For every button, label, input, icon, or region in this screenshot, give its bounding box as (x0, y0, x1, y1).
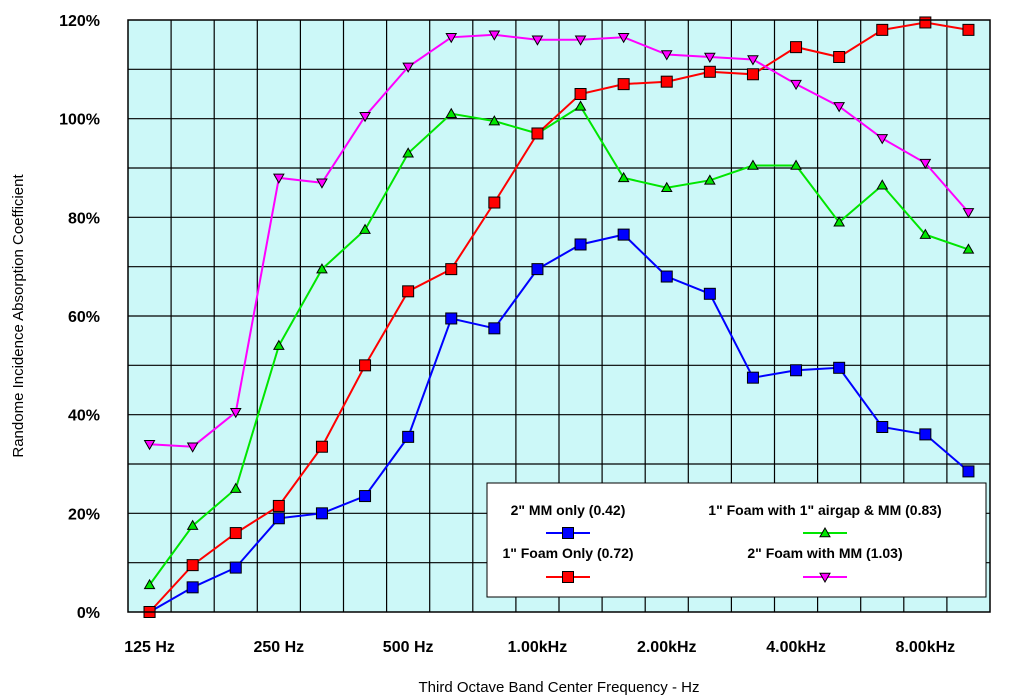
x-tick-label: 1.00kHz (508, 639, 568, 656)
data-point (704, 288, 715, 299)
data-point (532, 264, 543, 275)
y-tick-label: 40% (68, 408, 100, 425)
data-point (532, 128, 543, 139)
data-point (230, 562, 241, 573)
legend: 2" MM only (0.42) 1" Foam with 1" airgap … (487, 483, 986, 597)
data-point (963, 24, 974, 35)
data-point (489, 323, 500, 334)
data-point (575, 89, 586, 100)
legend-label: 1" Foam Only (0.72) (502, 545, 633, 561)
x-tick-label: 2.00kHz (637, 639, 697, 656)
y-tick-label: 20% (68, 506, 100, 523)
data-point (575, 239, 586, 250)
data-point (661, 76, 672, 87)
data-point (360, 491, 371, 502)
x-tick-label: 125 Hz (124, 639, 175, 656)
data-point (187, 560, 198, 571)
data-point (791, 365, 802, 376)
data-point (704, 66, 715, 77)
data-point (920, 429, 931, 440)
legend-label: 1" Foam with 1" airgap & MM (0.83) (708, 502, 941, 518)
data-point (360, 360, 371, 371)
data-point (403, 286, 414, 297)
y-tick-labels: 0% 20% 40% 60% 80% 100% 120% (59, 13, 100, 622)
data-point (446, 264, 457, 275)
x-tick-labels: 125 Hz 250 Hz 500 Hz 1.00kHz 2.00kHz 4.00kHz 8… (124, 639, 955, 656)
data-point (920, 17, 931, 28)
y-axis-title: Randome Incidence Absorption Coefficient (10, 174, 27, 458)
data-point (316, 508, 327, 519)
data-point (747, 372, 758, 383)
data-point (661, 271, 672, 282)
y-tick-label: 120% (59, 13, 100, 30)
data-point (273, 513, 284, 524)
x-axis-title: Third Octave Band Center Frequency - Hz (419, 679, 700, 696)
data-point (618, 79, 629, 90)
data-point (230, 528, 241, 539)
y-tick-label: 80% (68, 210, 100, 227)
data-point (316, 441, 327, 452)
legend-swatch-marker (563, 528, 574, 539)
legend-box (487, 483, 986, 597)
y-tick-label: 100% (59, 112, 100, 129)
x-tick-label: 8.00kHz (896, 639, 956, 656)
x-tick-label: 250 Hz (253, 639, 304, 656)
x-tick-label: 500 Hz (383, 639, 434, 656)
data-point (877, 422, 888, 433)
legend-label: 2" MM only (0.42) (511, 502, 626, 518)
data-point (877, 24, 888, 35)
data-point (446, 313, 457, 324)
x-tick-label: 4.00kHz (766, 639, 826, 656)
y-tick-label: 60% (68, 309, 100, 326)
data-point (489, 197, 500, 208)
legend-label: 2" Foam with MM (1.03) (747, 545, 902, 561)
data-point (273, 500, 284, 511)
data-point (187, 582, 198, 593)
legend-swatch-marker (563, 572, 574, 583)
data-point (618, 229, 629, 240)
data-point (834, 52, 845, 63)
data-point (747, 69, 758, 80)
data-point (834, 362, 845, 373)
y-tick-label: 0% (77, 605, 100, 622)
data-point (963, 466, 974, 477)
data-point (403, 431, 414, 442)
data-point (791, 42, 802, 53)
